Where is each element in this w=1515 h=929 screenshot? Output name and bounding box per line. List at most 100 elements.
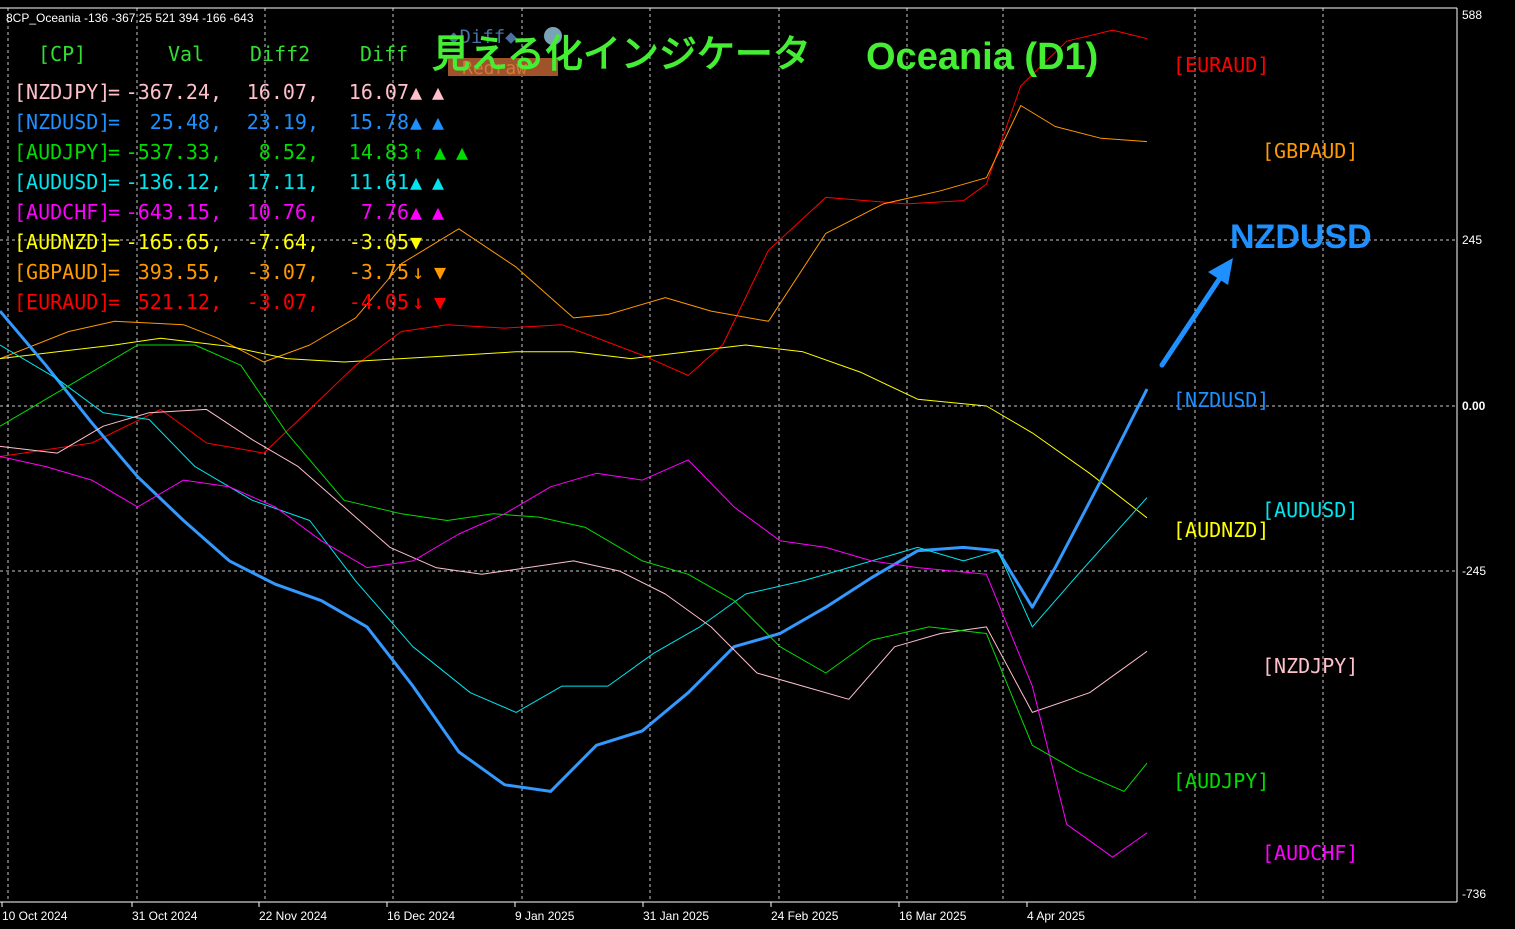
ghost-redraw-label: Redraw [462, 58, 527, 79]
series-line-gbpaud [0, 105, 1148, 363]
row-val: -643.15, [126, 200, 222, 224]
row-triangle-2: ▲ [432, 170, 444, 194]
row-diff2: 17.11, [247, 170, 319, 194]
row-eq: = [108, 110, 120, 134]
table-header: Val [168, 42, 204, 66]
series-line-nzdjpy [0, 408, 1148, 713]
table-header: Diff2 [250, 42, 310, 66]
row-val: -136.12, [126, 170, 222, 194]
row-val: -537.33, [126, 140, 222, 164]
row-diff2: -3.07, [247, 260, 319, 284]
x-tick-label: 4 Apr 2025 [1027, 909, 1085, 923]
ghost-diff-button[interactable]: ◆Diff◆ [448, 26, 517, 48]
row-eq: = [108, 80, 120, 104]
series-line-audchf [0, 456, 1148, 858]
row-eq: = [108, 140, 120, 164]
row-pair: [AUDJPY] [14, 140, 110, 164]
x-tick-label: 22 Nov 2024 [259, 909, 327, 923]
y-tick-label: 245 [1462, 233, 1482, 247]
annotation-arrow-shaft [1159, 272, 1225, 368]
row-val: 25.48, [150, 110, 222, 134]
row-triangle-2: ▲ [432, 110, 444, 134]
right-label-nzdusd: [NZDUSD] [1173, 388, 1269, 412]
row-eq: = [108, 170, 120, 194]
row-arrow: ↓ [412, 290, 424, 314]
row-pair: [AUDNZD] [14, 230, 110, 254]
table-header: [CP] [38, 42, 86, 66]
table-header: Diff [360, 42, 408, 66]
row-pair: [NZDUSD] [14, 110, 110, 134]
x-tick-label: 16 Mar 2025 [899, 909, 967, 923]
row-triangle-1: ▲ [434, 140, 446, 164]
row-diff: 11.61 [349, 170, 409, 194]
row-triangle-1: ▲ [410, 200, 422, 224]
y-tick-label: 588 [1462, 8, 1482, 22]
row-diff: 14.83 [349, 140, 409, 164]
banner-subtitle: Oceania (D1) [866, 36, 1098, 78]
series-line-audnzd [0, 337, 1148, 519]
label-layer: [EURAUD] [GBPAUD] [NZDUSD] [AUDUSD][AUDNZD]… [1173, 53, 1358, 865]
row-triangle-1: ▲ [410, 110, 422, 134]
series-line-audjpy [0, 344, 1148, 792]
row-triangle-2: ▲ [456, 140, 468, 164]
row-eq: = [108, 260, 120, 284]
row-eq: = [108, 230, 120, 254]
right-label-audnzd: [AUDNZD] [1173, 518, 1269, 542]
row-pair: [EURAUD] [14, 290, 110, 314]
series-layer [0, 29, 1149, 858]
window-title: 8CP_Oceania -136 -367 25 521 394 -166 -6… [6, 11, 254, 25]
row-diff2: -3.07, [247, 290, 319, 314]
row-triangle-2: ▲ [432, 200, 444, 224]
ghost-redraw-button[interactable] [448, 58, 558, 76]
row-diff: -4.05 [349, 290, 409, 314]
row-diff2: 8.52, [259, 140, 319, 164]
row-pair: [AUDCHF] [14, 200, 110, 224]
x-tick-label: 9 Jan 2025 [515, 909, 575, 923]
right-label-audjpy: [AUDJPY] [1173, 769, 1269, 793]
axis-layer: 588 245 0.00 -245 -736 10 Oct 2024 31 Oct 2024… [0, 7, 1486, 923]
series-line-euraud [0, 29, 1148, 457]
annotation-label: NZDUSD [1230, 218, 1372, 256]
y-tick-label: -736 [1462, 887, 1486, 901]
row-triangle-1: ▲ [410, 170, 422, 194]
row-eq: = [108, 290, 120, 314]
right-label-audchf: [AUDCHF] [1262, 841, 1358, 865]
series-line-audusd [0, 344, 1148, 713]
row-diff2: 23.19, [247, 110, 319, 134]
row-arrow: ↓ [412, 260, 424, 284]
row-diff: 16.07 [349, 80, 409, 104]
row-diff: -3.75 [349, 260, 409, 284]
row-triangle-1: ▲ [410, 80, 422, 104]
row-pair: [NZDJPY] [14, 80, 110, 104]
annotation-arrow-head [1208, 258, 1233, 285]
row-triangle-2: ▲ [432, 80, 444, 104]
x-tick-label: 24 Feb 2025 [771, 909, 839, 923]
row-triangle-1: ▼ [410, 230, 422, 254]
row-diff: 7.76 [361, 200, 409, 224]
row-diff2: 16.07, [247, 80, 319, 104]
y-tick-label: -245 [1462, 564, 1486, 578]
row-diff: -3.05 [349, 230, 409, 254]
row-pair: [GBPAUD] [14, 260, 110, 284]
series-line-nzdusd [0, 310, 1149, 793]
row-diff2: -7.64, [247, 230, 319, 254]
row-val: 393.55, [138, 260, 222, 284]
right-label-gbpaud: [GBPAUD] [1262, 139, 1358, 163]
row-val: 521.12, [138, 290, 222, 314]
x-tick-label: 31 Oct 2024 [132, 909, 198, 923]
x-tick-label: 10 Oct 2024 [2, 909, 68, 923]
ghost-circle-icon [544, 27, 562, 45]
row-val: -165.65, [126, 230, 222, 254]
row-val: -367.24, [126, 80, 222, 104]
row-arrow: ↑ [412, 140, 424, 164]
row-triangle-1: ▼ [434, 260, 446, 284]
y-tick-label: 0.00 [1462, 399, 1486, 413]
row-diff2: 10.76, [247, 200, 319, 224]
row-pair: [AUDUSD] [14, 170, 110, 194]
row-triangle-1: ▼ [434, 290, 446, 314]
banner-title: 見える化インジケータ [432, 32, 811, 76]
row-diff: 15.78 [349, 110, 409, 134]
grid-layer [0, 8, 1457, 902]
